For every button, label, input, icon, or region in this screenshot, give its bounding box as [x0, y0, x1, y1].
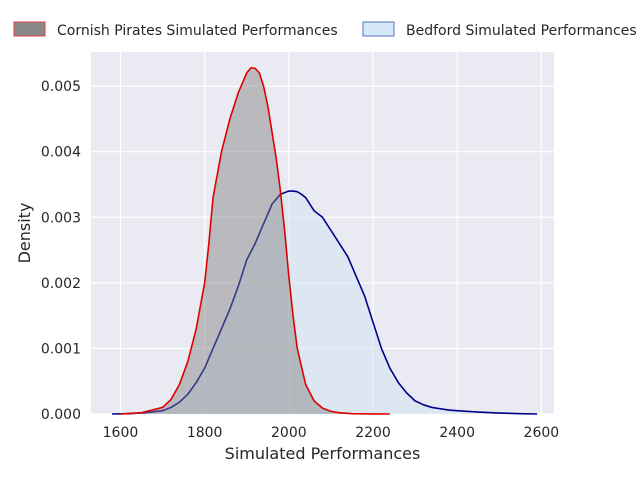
density-line-cornish-pirates [120, 66, 390, 415]
y-tick-label: 0.004 [41, 145, 81, 161]
x-tick-label: 2000 [271, 425, 307, 441]
x-tick-label: 1800 [187, 425, 223, 441]
x-axis-label: Simulated Performances [225, 444, 421, 463]
y-axis-label: Density [15, 203, 34, 264]
x-tick-label: 1600 [103, 425, 139, 441]
density-area-bedford [112, 191, 538, 414]
density-line-bedford [112, 190, 538, 415]
x-tick-label: 2400 [439, 425, 475, 441]
y-tick-label: 0.001 [41, 341, 81, 357]
axis-ticks: 1600 1800 2000 2200 2400 2600 0.000 0.001 0.002 0… [41, 79, 559, 441]
y-tick-label: 0.000 [41, 407, 81, 423]
density-areas [112, 66, 538, 415]
legend-label-bedford: Bedford Simulated Performances [406, 23, 637, 39]
y-tick-label: 0.002 [41, 276, 81, 292]
density-area-cornish-pirates [120, 67, 390, 415]
x-tick-label: 2200 [355, 425, 391, 441]
legend-swatch-cornish-pirates [13, 21, 46, 37]
y-tick-label: 0.005 [41, 79, 81, 95]
legend-label-cornish-pirates: Cornish Pirates Simulated Performances [57, 23, 338, 39]
x-tick-label: 2600 [524, 425, 560, 441]
legend: Cornish Pirates Simulated Performances B… [13, 21, 637, 39]
legend-swatch-bedford [362, 21, 395, 37]
y-tick-label: 0.003 [41, 210, 81, 226]
